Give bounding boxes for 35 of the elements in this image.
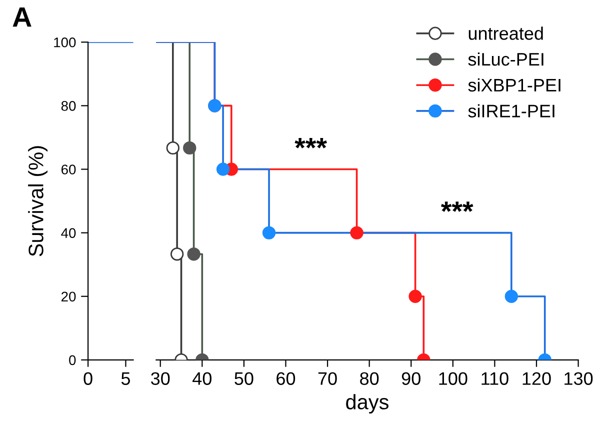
point xyxy=(183,141,196,155)
point xyxy=(187,247,200,261)
legend-label: siLuc-PEI xyxy=(468,52,544,66)
y-tick-label: 0 xyxy=(69,355,76,366)
x-tick-label: 90 xyxy=(402,372,420,385)
point xyxy=(166,141,180,155)
text: A xyxy=(12,7,32,27)
point xyxy=(350,226,364,240)
annotation: *** xyxy=(440,202,474,212)
x-tick-label: 130 xyxy=(564,372,593,385)
y-axis-title: Survival (%) xyxy=(28,146,48,256)
x-tick-label: 0 xyxy=(84,372,92,385)
y-tick-label: 80 xyxy=(61,101,76,111)
y-tick-label: 40 xyxy=(61,228,76,238)
x-tick-label: 5 xyxy=(121,372,130,385)
x-axis-title: days xyxy=(346,394,388,414)
x-tick-label: 50 xyxy=(234,372,254,385)
y-tick-label: 100 xyxy=(54,37,76,48)
y-tick-label: 20 xyxy=(61,292,76,302)
point xyxy=(170,247,184,261)
point xyxy=(262,226,276,240)
point xyxy=(216,162,230,176)
x-tick-label: 110 xyxy=(482,372,508,385)
x-tick-label: 100 xyxy=(439,372,468,385)
x-tick-label: 80 xyxy=(360,372,379,385)
x-tick-label: 30 xyxy=(151,372,170,385)
legend-label: untreated xyxy=(468,26,543,40)
x-tick-label: 70 xyxy=(318,372,337,385)
x-tick-label: 120 xyxy=(522,372,551,385)
x-tick-label: 60 xyxy=(276,372,296,385)
x-tick-label: 40 xyxy=(192,372,212,385)
legend-label: siIRE1-PEI xyxy=(468,104,554,118)
legend-label: siXBP1-PEI xyxy=(468,78,560,92)
y-tick-label: 60 xyxy=(61,164,76,174)
annotation: *** xyxy=(294,138,327,148)
